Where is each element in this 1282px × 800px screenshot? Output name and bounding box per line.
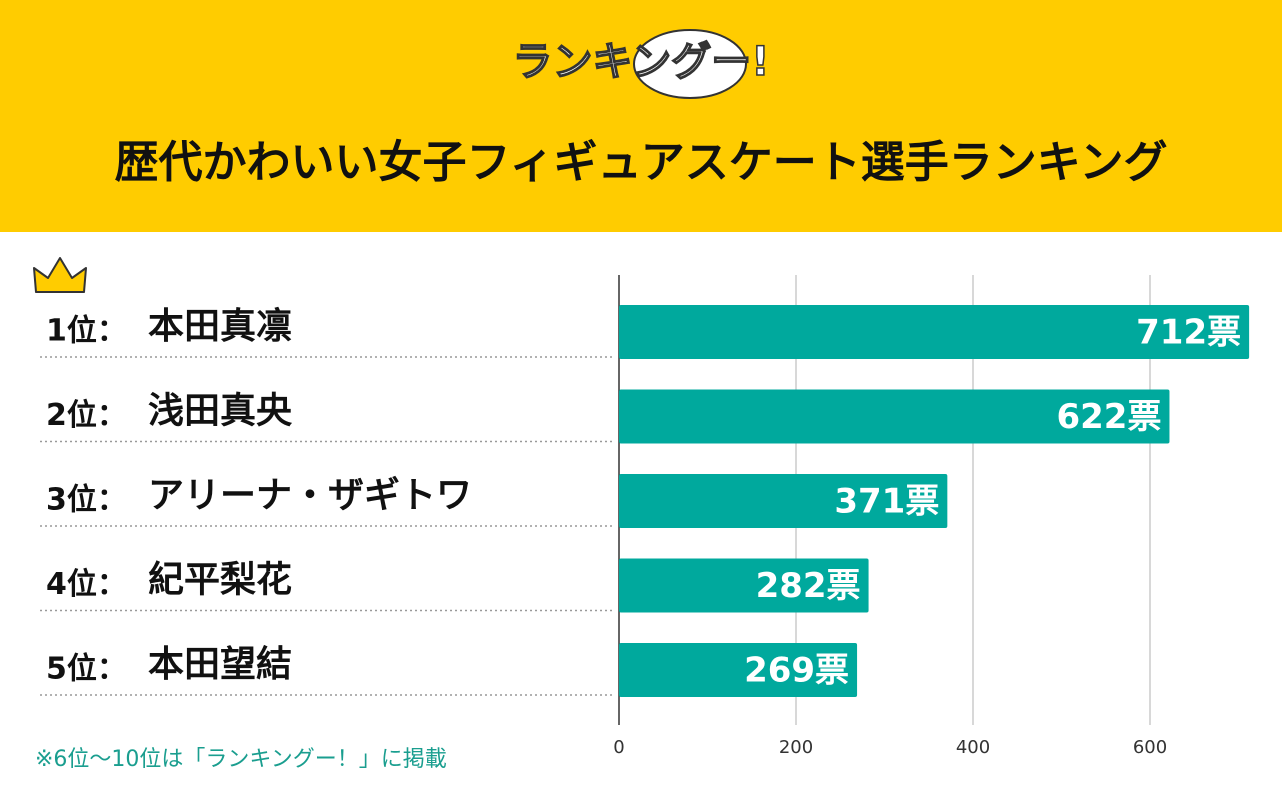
value-label: 622票 bbox=[1056, 397, 1161, 437]
footnote: ※6位～10位は「ランキングー！」に掲載 bbox=[35, 747, 447, 772]
crown-icon bbox=[33, 257, 87, 293]
logo-bubble bbox=[633, 29, 747, 99]
value-label: 712票 bbox=[1136, 313, 1241, 353]
category-label: アリーナ・ザギトワ bbox=[148, 475, 472, 516]
bar bbox=[619, 474, 948, 528]
category-label: 本田望結 bbox=[148, 644, 292, 685]
rank-label: 4位： bbox=[46, 567, 127, 602]
header-background bbox=[0, 0, 1282, 232]
x-tick-label: 0 bbox=[613, 737, 624, 758]
bar bbox=[619, 389, 1170, 444]
value-label: 282票 bbox=[756, 566, 861, 606]
x-tick-label: 400 bbox=[956, 737, 990, 758]
category-label: 紀平梨花 bbox=[148, 560, 292, 601]
chart-title: 歴代かわいい女子フィギュアスケート選手ランキング bbox=[115, 137, 1168, 188]
rank-label: 2位： bbox=[46, 398, 127, 433]
bar bbox=[619, 558, 869, 613]
value-label: 371票 bbox=[834, 482, 939, 522]
category-label: 本田真凛 bbox=[148, 305, 292, 347]
category-label: 浅田真央 bbox=[148, 391, 293, 432]
x-tick-label: 200 bbox=[779, 737, 813, 758]
x-tick-label: 600 bbox=[1133, 737, 1167, 758]
rank-label: 1位： bbox=[46, 314, 127, 349]
bar bbox=[619, 643, 858, 697]
rank-label: 5位： bbox=[46, 652, 127, 687]
rank-label: 3位： bbox=[46, 483, 127, 518]
logo: ランキングー! bbox=[512, 39, 769, 85]
value-label: 269票 bbox=[744, 651, 849, 691]
bar bbox=[619, 305, 1250, 359]
